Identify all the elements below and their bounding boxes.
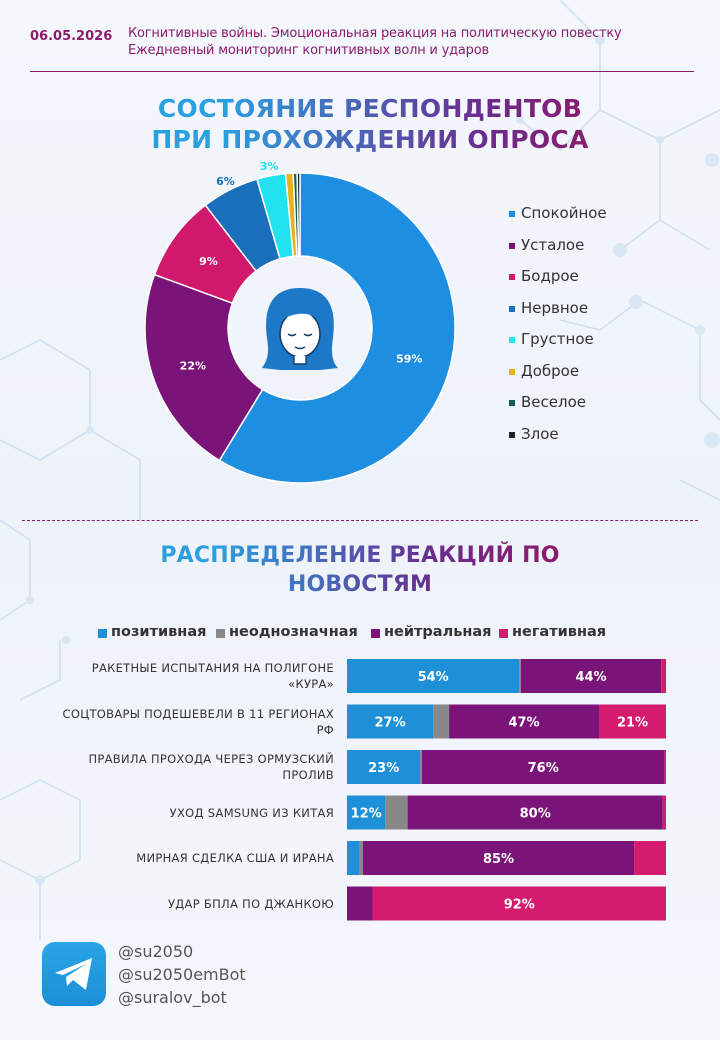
bar-segment-негативная [634,841,666,875]
bar-segment-нейтральная [347,886,373,921]
contact-handle-3[interactable]: @suralov_bot [118,988,227,1007]
bar-segment-негативная [661,659,666,693]
donut-label-грустное: 3% [260,160,279,173]
bar-legend-swatch [216,629,225,638]
bar-segment-позитивная [347,841,360,875]
header-title: Когнитивные войны. Эмоциональная реакция… [128,26,622,41]
contact-handle-1[interactable]: @su2050 [118,942,194,961]
bar-category-label-line: РАКЕТНЫЕ ИСПЫТАНИЯ НА ПОЛИГОНЕ [91,661,334,675]
bar-category-label: СОЦТОВАРЫ ПОДЕШЕВЕЛИ В 11 РЕГИОНАХ РФ [34,706,334,738]
bar-segment-негативная [372,886,666,921]
bar-segment-неоднозначная [359,841,363,875]
bar-value-label: 54% [418,670,449,685]
header-rule [30,71,694,72]
report-header: 06.05.2026 Когнитивные войны. Эмоциональ… [30,24,694,72]
bar-segment-негативная [599,704,666,739]
bar-value-label: 27% [375,716,406,731]
legend-label: Спокойное [521,204,607,222]
woman-face-icon [262,288,338,370]
bar-legend-label: неоднозначная [229,624,358,640]
bar-value-label: 76% [528,761,559,776]
section-divider [22,520,698,521]
bar-segment-позитивная [347,704,434,739]
bar-value-label: 21% [617,716,648,731]
bar-category-label: УХОД SAMSUNG ИЗ КИТАЯ [34,805,334,821]
bar-category-label: УДАР БПЛА ПО ДЖАНКОЮ [34,896,334,912]
bar-segment-позитивная [347,750,421,784]
legend-label: Усталое [521,235,585,254]
bar-segment-нейтральная [520,659,662,693]
donut-label-нервное: 6% [216,175,235,188]
report-date: 06.05.2026 [30,29,113,44]
bar-segment-неоднозначная [433,704,450,739]
donut-chart: 59% 22% 9% 6% 3% [144,160,456,484]
bar-legend-swatch [371,629,380,638]
legend-swatch [509,274,515,280]
bar-category-label: РАКЕТНЫЕ ИСПЫТАНИЯ НА ПОЛИГОНЕ «КУРА» [34,660,334,692]
legend-swatch [509,211,515,217]
bar-legend: позитивная неоднозначная нейтральная негати… [0,624,720,644]
legend-swatch [509,337,515,343]
contact-handle-2[interactable]: @su2050emBot [118,965,246,984]
legend-label: Доброе [521,361,580,380]
donut-label-спокойное: 59% [396,353,422,366]
bar-segment-неоднозначная [420,750,422,784]
donut-slice-усталое [144,273,264,462]
bar-category-label-line: СОЦТОВАРЫ ПОДЕШЕВЕЛИ В 11 РЕГИОНАХ [62,706,334,721]
bar-legend-label: негативная [512,624,607,640]
donut-slice-злое [296,172,301,257]
bar-segment-позитивная [347,659,520,693]
bar-segment-нейтральная [362,841,635,875]
legend-label: Веселое [521,393,586,411]
legend-label: Нервное [521,298,589,317]
legend-label: Злое [521,424,559,443]
bar-category-label-line: УДАР БПЛА ПО ДЖАНКОЮ [167,896,334,911]
bar-legend-label: нейтральная [384,624,492,640]
bar-category-label-line: ПРОЛИВ [282,768,334,782]
bar-value-label: 23% [368,761,399,776]
bar-legend-swatch [499,629,508,638]
legend-swatch [509,431,515,438]
bar-segment-позитивная [347,795,386,830]
bar-legend-swatch [98,629,107,638]
bar-value-label: 92% [504,898,535,913]
donut-label-усталое: 22% [180,359,206,372]
bar-category-label-line: РФ [316,722,334,737]
donut-label-бодрое: 9% [199,255,218,268]
donut-slice-спокойное [218,172,456,484]
bar-category-label-line: ПРАВИЛА ПРОХОДА ЧЕРЕЗ ОРМУЗСКИЙ [88,752,334,766]
bar-category-label: МИРНАЯ СДЕЛКА США И ИРАНА [34,850,334,866]
bar-value-label: 47% [508,716,539,731]
bar-segment-нейтральная [421,750,665,784]
bar-legend-label: позитивная [111,624,207,640]
legend-label: Грустное [521,330,594,348]
contact-handles: @su2050 @su2050emBot @suralov_bot [118,940,246,1009]
bar-value-label: 44% [575,670,606,685]
bar-segment-нейтральная [407,795,663,830]
bar-category-label-line: МИРНАЯ СДЕЛКА США И ИРАНА [136,851,334,865]
legend-swatch [509,400,515,406]
telegram-icon[interactable] [42,942,106,1006]
bar-segment-неоднозначная [385,795,408,830]
legend-swatch [509,368,515,375]
legend-label: Бодрое [521,267,579,285]
bar-segment-неоднозначная [519,659,521,693]
header-subtitle: Ежедневный мониторинг когнитивных волн и… [128,43,489,58]
bar-category-label-line: УХОД SAMSUNG ИЗ КИТАЯ [169,805,334,820]
bar-value-label: 85% [483,852,514,867]
legend-swatch [509,242,515,249]
bar-value-label: 12% [351,807,382,822]
legend-swatch [509,305,515,312]
bar-category-label: ПРАВИЛА ПРОХОДА ЧЕРЕЗ ОРМУЗСКИЙ ПРОЛИВ [34,751,334,783]
bar-segment-нейтральная [449,704,600,739]
bar-segment-негативная [662,795,666,830]
bar-value-label: 80% [520,807,551,822]
bar-segment-негативная [664,750,666,784]
bar-category-label-line: «КУРА» [288,677,334,691]
